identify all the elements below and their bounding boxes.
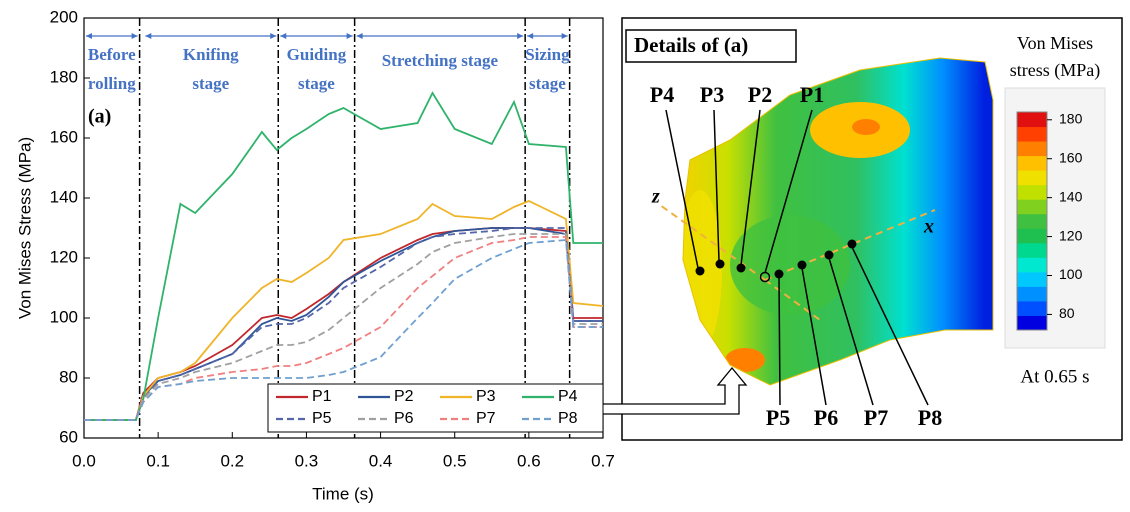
- time-note: At 0.65 s: [1020, 366, 1089, 387]
- colorbar-band: [1017, 228, 1047, 243]
- x-tick-label: 0.5: [443, 451, 467, 470]
- colorbar-band: [1017, 315, 1047, 330]
- panel-label: (a): [88, 106, 111, 128]
- figure: (a) Time (s) Von Mises Stress (MPa) Deta…: [0, 0, 1130, 512]
- stage-label: stage: [298, 74, 335, 93]
- colorbar-band: [1017, 199, 1047, 214]
- stage-label: Sizing: [525, 45, 570, 64]
- point-label: P8: [918, 405, 942, 430]
- x-tick-label: 0.0: [72, 451, 96, 470]
- colorbar-band: [1017, 185, 1047, 200]
- colorbar-band: [1017, 301, 1047, 316]
- legend-label: P7: [476, 410, 496, 427]
- legend-label: P5: [312, 410, 332, 427]
- detail-title: Details of (a): [634, 33, 748, 57]
- axis-x: x: [923, 216, 934, 238]
- colorbar-band: [1017, 141, 1047, 156]
- colorbar-title: stress (MPa): [1010, 60, 1101, 81]
- point-label: P7: [864, 405, 888, 430]
- colorbar-band: [1017, 214, 1047, 229]
- x-axis-label: Time (s): [312, 484, 374, 503]
- point-label: P5: [766, 405, 790, 430]
- y-tick-label: 200: [50, 7, 78, 26]
- stage-label: Knifing: [183, 45, 239, 64]
- colorbar-tick-label: 80: [1059, 305, 1075, 321]
- legend-label: P4: [558, 388, 578, 405]
- y-tick-label: 140: [50, 187, 78, 206]
- x-tick-label: 0.3: [295, 451, 319, 470]
- y-axis-label: Von Mises Stress (MPa): [15, 137, 34, 319]
- link-arrow: [603, 368, 746, 414]
- axis-z: z: [651, 186, 660, 208]
- stage-label: stage: [529, 74, 566, 93]
- x-tick-label: 0.7: [591, 451, 615, 470]
- legend-label: P8: [558, 410, 578, 427]
- stage-label: Before: [88, 45, 136, 64]
- legend-label: P3: [476, 388, 496, 405]
- stage-label: Stretching stage: [382, 51, 499, 70]
- legend-label: P2: [394, 388, 414, 405]
- x-tick-label: 0.4: [369, 451, 393, 470]
- colorbar-band: [1017, 112, 1047, 127]
- legend-label: P6: [394, 410, 414, 427]
- colorbar-tick-label: 180: [1059, 110, 1083, 126]
- colorbar-band: [1017, 156, 1047, 171]
- colorbar-tick-label: 120: [1059, 227, 1083, 243]
- colorbar-band: [1017, 170, 1047, 185]
- colorbar-tick-label: 160: [1059, 149, 1083, 165]
- colorbar-title: Von Mises: [1017, 33, 1093, 53]
- point-label: P4: [650, 82, 674, 107]
- colorbar-tick-label: 100: [1059, 266, 1083, 282]
- point-label: P1: [800, 82, 824, 107]
- stage-label: rolling: [88, 74, 136, 93]
- y-tick-label: 180: [50, 67, 78, 86]
- stress-contour: [678, 50, 1000, 390]
- colorbar-band: [1017, 243, 1047, 258]
- point-label: P2: [748, 82, 772, 107]
- colorbar-band: [1017, 286, 1047, 301]
- point-label: P6: [814, 405, 838, 430]
- x-tick-label: 0.1: [146, 451, 170, 470]
- y-tick-label: 160: [50, 127, 78, 146]
- colorbar-band: [1017, 127, 1047, 142]
- colorbar-band: [1017, 272, 1047, 287]
- x-tick-label: 0.2: [220, 451, 244, 470]
- x-tick-label: 0.6: [517, 451, 541, 470]
- point-label: P3: [700, 82, 724, 107]
- y-tick-label: 100: [50, 307, 78, 326]
- legend-label: P1: [312, 388, 332, 405]
- colorbar-tick-label: 140: [1059, 188, 1083, 204]
- colorbar-band: [1017, 257, 1047, 272]
- y-tick-label: 60: [59, 427, 78, 446]
- stage-label: stage: [192, 74, 229, 93]
- y-tick-label: 120: [50, 247, 78, 266]
- y-tick-label: 80: [59, 367, 78, 386]
- stage-label: Guiding: [287, 45, 347, 64]
